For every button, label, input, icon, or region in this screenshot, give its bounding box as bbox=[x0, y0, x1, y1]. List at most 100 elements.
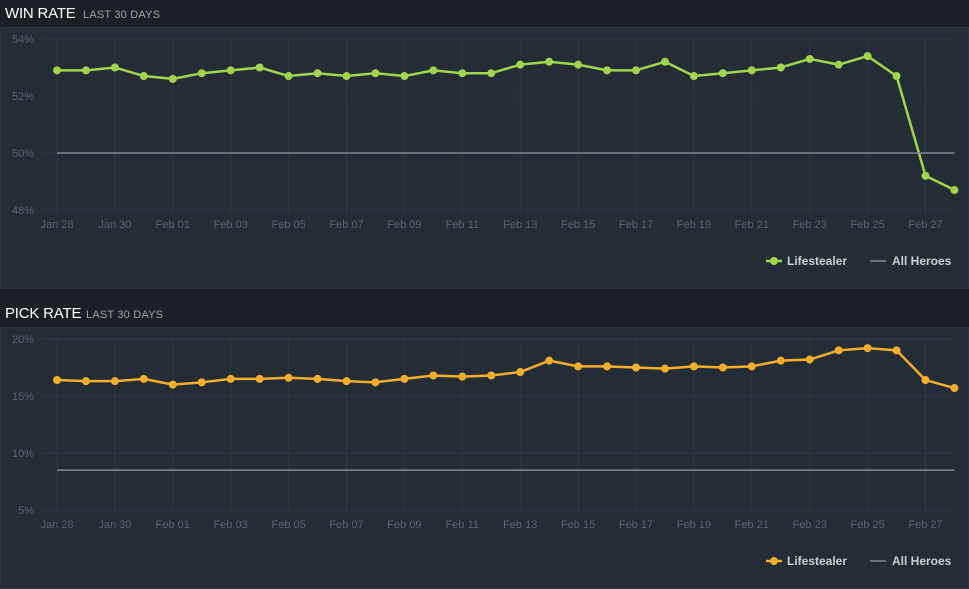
data-point[interactable] bbox=[81, 66, 90, 75]
legend-item-lifestealer[interactable]: Lifestealer bbox=[766, 254, 847, 268]
data-point[interactable] bbox=[892, 72, 901, 81]
legend-label: All Heroes bbox=[892, 554, 952, 568]
data-point[interactable] bbox=[921, 376, 930, 385]
data-point[interactable] bbox=[429, 371, 438, 380]
data-point[interactable] bbox=[487, 69, 496, 78]
data-point[interactable] bbox=[718, 363, 727, 372]
data-point[interactable] bbox=[689, 362, 698, 371]
legend-label: Lifestealer bbox=[787, 254, 847, 268]
x-tick-label: Feb 21 bbox=[735, 219, 769, 231]
data-point[interactable] bbox=[863, 344, 872, 353]
data-point[interactable] bbox=[718, 69, 727, 78]
legend-item-lifestealer[interactable]: Lifestealer bbox=[766, 554, 847, 568]
data-point[interactable] bbox=[255, 63, 264, 72]
legend: Lifestealer All Heroes bbox=[766, 554, 952, 568]
data-point[interactable] bbox=[805, 355, 814, 364]
x-tick-label: Feb 09 bbox=[387, 519, 421, 531]
data-point[interactable] bbox=[458, 372, 467, 381]
data-point[interactable] bbox=[574, 362, 583, 371]
x-tick-label: Feb 13 bbox=[503, 519, 537, 531]
data-point[interactable] bbox=[632, 363, 640, 372]
data-point[interactable] bbox=[371, 69, 380, 78]
x-tick-label: Feb 15 bbox=[561, 219, 595, 231]
data-point[interactable] bbox=[197, 69, 206, 78]
data-point[interactable] bbox=[516, 368, 525, 377]
data-point[interactable] bbox=[81, 377, 90, 386]
data-point[interactable] bbox=[313, 374, 322, 383]
data-point[interactable] bbox=[574, 60, 583, 69]
data-point[interactable] bbox=[834, 60, 843, 69]
data-point[interactable] bbox=[921, 171, 930, 180]
x-tick-label: Feb 25 bbox=[850, 519, 884, 531]
data-point[interactable] bbox=[400, 72, 409, 81]
x-tick-label: Feb 17 bbox=[619, 219, 653, 231]
data-point[interactable] bbox=[168, 74, 177, 83]
pick-rate-chart: 5% 10% 15% 20% Jan 28 Jan 30 Feb 01 Feb 03 Feb 0… bbox=[12, 334, 959, 568]
data-point[interactable] bbox=[168, 380, 177, 389]
grid bbox=[41, 338, 953, 514]
x-tick-label: Feb 19 bbox=[677, 519, 711, 531]
data-point[interactable] bbox=[776, 356, 785, 365]
data-point[interactable] bbox=[747, 66, 756, 75]
x-tick-label: Feb 11 bbox=[446, 519, 479, 531]
data-point[interactable] bbox=[950, 384, 959, 393]
data-point[interactable] bbox=[313, 69, 322, 78]
data-point[interactable] bbox=[660, 57, 669, 66]
y-tick-label: 10% bbox=[12, 448, 34, 460]
x-tick-label: Feb 25 bbox=[850, 219, 884, 231]
data-point[interactable] bbox=[689, 72, 698, 81]
data-point[interactable] bbox=[747, 362, 756, 371]
grid bbox=[41, 38, 953, 214]
data-point[interactable] bbox=[892, 346, 901, 355]
data-point[interactable] bbox=[110, 377, 119, 386]
data-point[interactable] bbox=[429, 66, 438, 75]
data-point[interactable] bbox=[226, 374, 235, 383]
x-tick-label: Feb 05 bbox=[271, 519, 305, 531]
pick-rate-header: PICK RATE LAST 30 DAYS bbox=[0, 300, 969, 327]
data-point[interactable] bbox=[53, 66, 61, 75]
y-tick-label: 48% bbox=[12, 205, 34, 217]
data-point[interactable] bbox=[487, 371, 496, 380]
pick-rate-section: PICK RATE LAST 30 DAYS 5% 10% 15% 20% Jan 28… bbox=[0, 300, 969, 589]
data-point[interactable] bbox=[139, 72, 148, 81]
series-line-lifestealer bbox=[56, 346, 955, 390]
data-point[interactable] bbox=[805, 54, 814, 63]
data-point[interactable] bbox=[632, 66, 640, 75]
data-point[interactable] bbox=[110, 63, 119, 72]
data-point[interactable] bbox=[53, 376, 61, 385]
data-point[interactable] bbox=[342, 377, 351, 386]
pick-rate-chart-panel: 5% 10% 15% 20% Jan 28 Jan 30 Feb 01 Feb 03 Feb 0… bbox=[0, 327, 969, 589]
x-tick-label: Feb 27 bbox=[908, 219, 942, 231]
legend: Lifestealer All Heroes bbox=[766, 254, 952, 268]
data-point[interactable] bbox=[400, 374, 409, 383]
x-tick-label: Feb 01 bbox=[156, 519, 190, 531]
x-tick-label: Feb 05 bbox=[271, 219, 305, 231]
x-tick-label: Feb 07 bbox=[329, 519, 363, 531]
data-point[interactable] bbox=[284, 373, 293, 382]
x-tick-label: Feb 19 bbox=[677, 219, 711, 231]
data-point[interactable] bbox=[863, 52, 872, 61]
x-tick-label: Feb 23 bbox=[793, 219, 827, 231]
data-point[interactable] bbox=[545, 356, 554, 365]
data-point[interactable] bbox=[197, 378, 206, 387]
x-tick-label: Feb 17 bbox=[619, 519, 653, 531]
data-point[interactable] bbox=[342, 72, 351, 81]
data-point[interactable] bbox=[226, 66, 235, 75]
x-tick-label: Feb 09 bbox=[387, 219, 421, 231]
legend-item-all-heroes[interactable]: All Heroes bbox=[870, 254, 952, 268]
data-point[interactable] bbox=[255, 374, 264, 383]
data-point[interactable] bbox=[284, 72, 293, 81]
legend-item-all-heroes[interactable]: All Heroes bbox=[870, 554, 952, 568]
data-point[interactable] bbox=[371, 378, 380, 387]
data-point[interactable] bbox=[660, 364, 669, 373]
data-point[interactable] bbox=[603, 66, 612, 75]
data-point[interactable] bbox=[950, 186, 959, 195]
data-point[interactable] bbox=[516, 60, 525, 69]
data-point[interactable] bbox=[603, 362, 612, 371]
data-point[interactable] bbox=[545, 57, 554, 66]
data-point[interactable] bbox=[139, 374, 148, 383]
data-point[interactable] bbox=[776, 63, 785, 72]
x-tick-label: Feb 07 bbox=[329, 219, 363, 231]
data-point[interactable] bbox=[834, 346, 843, 355]
data-point[interactable] bbox=[458, 69, 467, 78]
